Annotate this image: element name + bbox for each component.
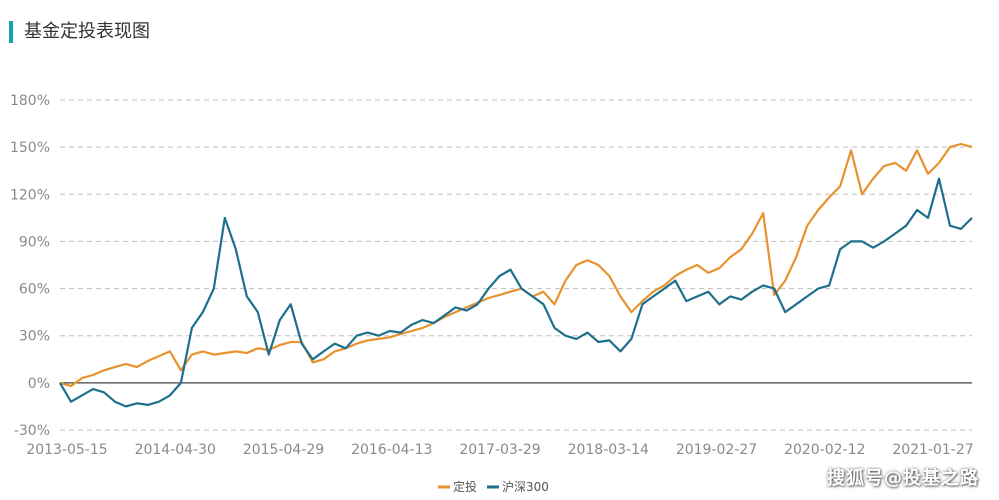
x-tick-label: 2014-04-30	[135, 442, 216, 458]
x-tick-label: 2015-04-29	[243, 442, 324, 458]
legend-label: 沪深300	[502, 480, 549, 494]
chart-title: 基金定投表现图	[24, 21, 150, 42]
y-tick-label: 60%	[19, 282, 50, 298]
y-tick-label: 180%	[10, 93, 50, 109]
y-axis-labels: -30% 0% 30% 60% 90% 120% 150% 180%	[10, 93, 50, 439]
series-lines	[59, 142, 973, 408]
series-line	[59, 142, 973, 388]
legend: 定投 沪深300	[438, 479, 549, 494]
x-tick-label: 2019-02-27	[676, 442, 757, 458]
series-line	[59, 177, 973, 408]
x-tick-label: 2020-02-12	[784, 442, 865, 458]
x-axis-labels: 2013-05-15 2014-04-30 2015-04-29 2016-04-13…	[26, 442, 973, 458]
x-tick-label: 2018-03-14	[568, 442, 649, 458]
x-tick-label: 2021-01-27	[892, 442, 973, 458]
y-tick-label: 90%	[19, 234, 50, 250]
title-accent-bar	[9, 21, 13, 43]
y-tick-label: -30%	[14, 423, 50, 439]
x-tick-label: 2016-04-13	[351, 442, 432, 458]
y-tick-label: 30%	[19, 329, 50, 345]
y-tick-label: 150%	[10, 140, 50, 156]
legend-label: 定投	[453, 479, 477, 494]
y-tick-label: 0%	[28, 376, 50, 392]
watermark: 搜狐号@投基之路	[827, 468, 979, 489]
y-tick-label: 120%	[10, 187, 50, 203]
x-tick-label: 2013-05-15	[26, 442, 107, 458]
x-tick-label: 2017-03-29	[459, 442, 540, 458]
